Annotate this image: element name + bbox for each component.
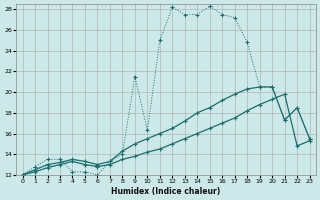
X-axis label: Humidex (Indice chaleur): Humidex (Indice chaleur)	[111, 187, 221, 196]
